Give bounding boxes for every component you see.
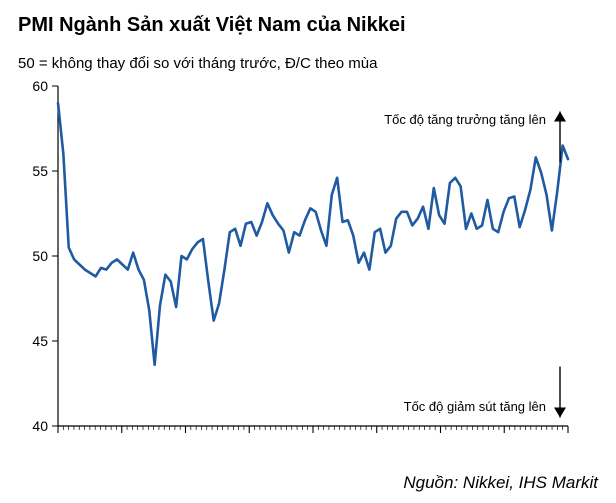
svg-text:2017: 2017 [454,435,485,436]
chart-title: PMI Ngành Sản xuất Việt Nam của Nikkei [18,14,598,37]
svg-text:2013: 2013 [199,435,230,436]
line-chart: 40 45 50 55 60 2011 2012 2013 2014 2015 2016 2017 20… [18,76,578,436]
chart-subtitle: 50 = không thay đổi so với tháng trước, … [18,55,598,72]
svg-text:2018: 2018 [518,435,549,436]
svg-text:50: 50 [32,248,48,264]
svg-text:45: 45 [32,333,48,349]
annotation-down: Tốc độ giảm sút tăng lên [404,399,546,414]
svg-text:2015: 2015 [327,435,358,436]
annotation-up: Tốc độ tăng trưởng tăng lên [384,112,546,127]
svg-text:2016: 2016 [390,435,421,436]
svg-text:2012: 2012 [135,435,166,436]
svg-text:2014: 2014 [263,435,294,436]
svg-text:55: 55 [32,163,48,179]
source-text: Nguồn: Nikkei, IHS Markit [403,473,598,493]
svg-text:60: 60 [32,78,48,94]
svg-text:40: 40 [32,418,48,434]
svg-text:2011: 2011 [72,435,102,436]
chart-area: 40 45 50 55 60 2011 2012 2013 2014 2015 2016 2017 20… [18,76,578,436]
